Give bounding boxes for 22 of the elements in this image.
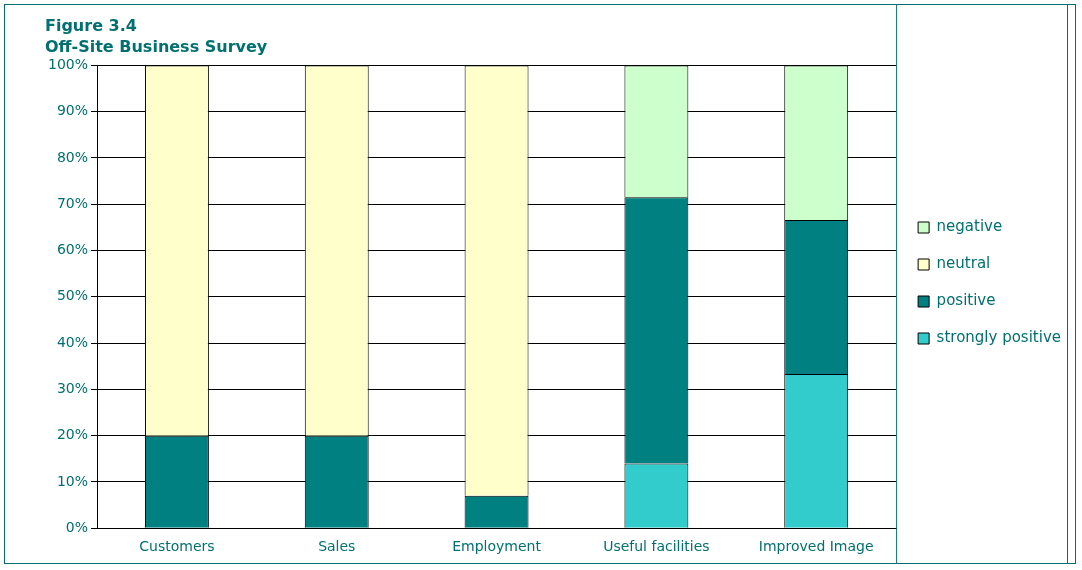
legend-label: strongly positive — [936, 328, 1061, 347]
y-tick-label: 100% — [47, 56, 89, 73]
y-tick-label: 50% — [56, 287, 89, 304]
y-tick-label: 30% — [56, 380, 89, 396]
y-tick-label: 70% — [56, 194, 89, 211]
chart-title: Figure 3.4 — [45, 15, 137, 35]
y-tick-label: 60% — [56, 241, 89, 258]
y-tick-label: 0% — [65, 518, 89, 535]
chart-subtitle: Off-Site Business Survey — [45, 36, 268, 56]
legend-label: neutral — [936, 254, 991, 273]
y-tick-label: 10% — [56, 472, 89, 489]
x-tick-label: Useful facilities — [603, 538, 710, 555]
legend-label: positive — [936, 291, 996, 310]
y-tick-label: 90% — [56, 102, 89, 119]
legend-label: negative — [936, 217, 1003, 236]
y-tick-label: 40% — [56, 333, 89, 350]
x-tick-label: Customers — [139, 538, 215, 555]
x-tick-label: Sales — [318, 538, 356, 555]
y-tick-label: 80% — [56, 148, 89, 165]
x-tick-label: Employment — [452, 538, 542, 555]
x-tick-label: Improved Image — [758, 538, 874, 555]
y-tick-label: 20% — [56, 426, 89, 443]
